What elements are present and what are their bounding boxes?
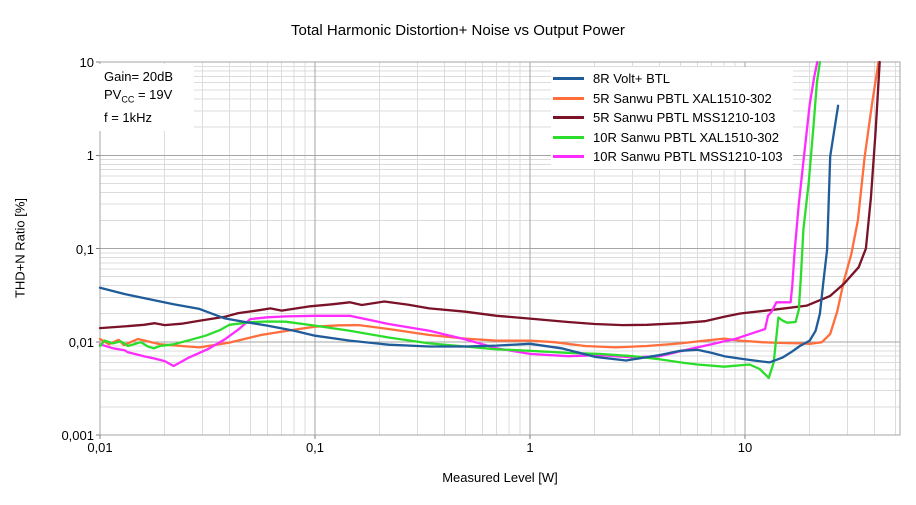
legend-item-4: 10R Sanwu PBTL MSS1210-103 [553,147,783,167]
y-tick-label: 1 [86,148,94,164]
series-line-2 [98,60,881,330]
legend-label: 5R Sanwu PBTL XAL1510-302 [593,90,772,106]
legend-item-3: 10R Sanwu PBTL XAL1510-302 [553,128,783,148]
legend-label: 10R Sanwu PBTL MSS1210-103 [593,149,783,165]
series-line-4 [98,60,819,368]
legend-label: 8R Volt+ BTL [593,71,670,87]
legend: 8R Volt+ BTL 5R Sanwu PBTL XAL1510-302 5R … [551,67,793,169]
x-tick-label: 0,01 [87,440,113,455]
x-tick-label: 1 [526,440,534,455]
legend-label: 5R Sanwu PBTL MSS1210-103 [593,110,776,126]
annotation-box: Gain= 20dB PVCC = 19V f = 1kHz [99,64,194,131]
legend-line-swatch [553,135,584,139]
series-line-0 [98,104,840,364]
legend-item-0: 8R Volt+ BTL [553,69,783,89]
x-axis-title: Measured Level [W] [442,470,558,485]
x-tick-label: 10 [737,440,753,455]
annotation-line-pvcc: PVCC = 19V [104,87,173,105]
legend-line-swatch [553,77,584,81]
annotation-line-freq: f = 1kHz [104,109,153,125]
y-tick-label: 10 [79,55,94,70]
series-line-3 [98,60,822,380]
legend-line-swatch [553,155,584,159]
x-tick-label: 0,1 [305,440,325,455]
chart-title: Total Harmonic Distortion+ Noise vs Outp… [291,22,625,39]
y-tick-label: 0,1 [75,241,94,257]
y-axis-title: THD+N Ratio [%] [12,197,28,299]
annotation-line-gain: Gain= 20dB [104,69,174,84]
legend-label: 10R Sanwu PBTL XAL1510-302 [593,129,779,145]
series-line-1 [98,60,880,349]
y-tick-label: 0,01 [68,334,94,350]
legend-line-swatch [553,116,584,120]
legend-item-1: 5R Sanwu PBTL XAL1510-302 [553,89,783,109]
legend-line-swatch [553,96,584,100]
legend-item-2: 5R Sanwu PBTL MSS1210-103 [553,108,783,128]
y-tick-label: 0,001 [61,428,94,443]
